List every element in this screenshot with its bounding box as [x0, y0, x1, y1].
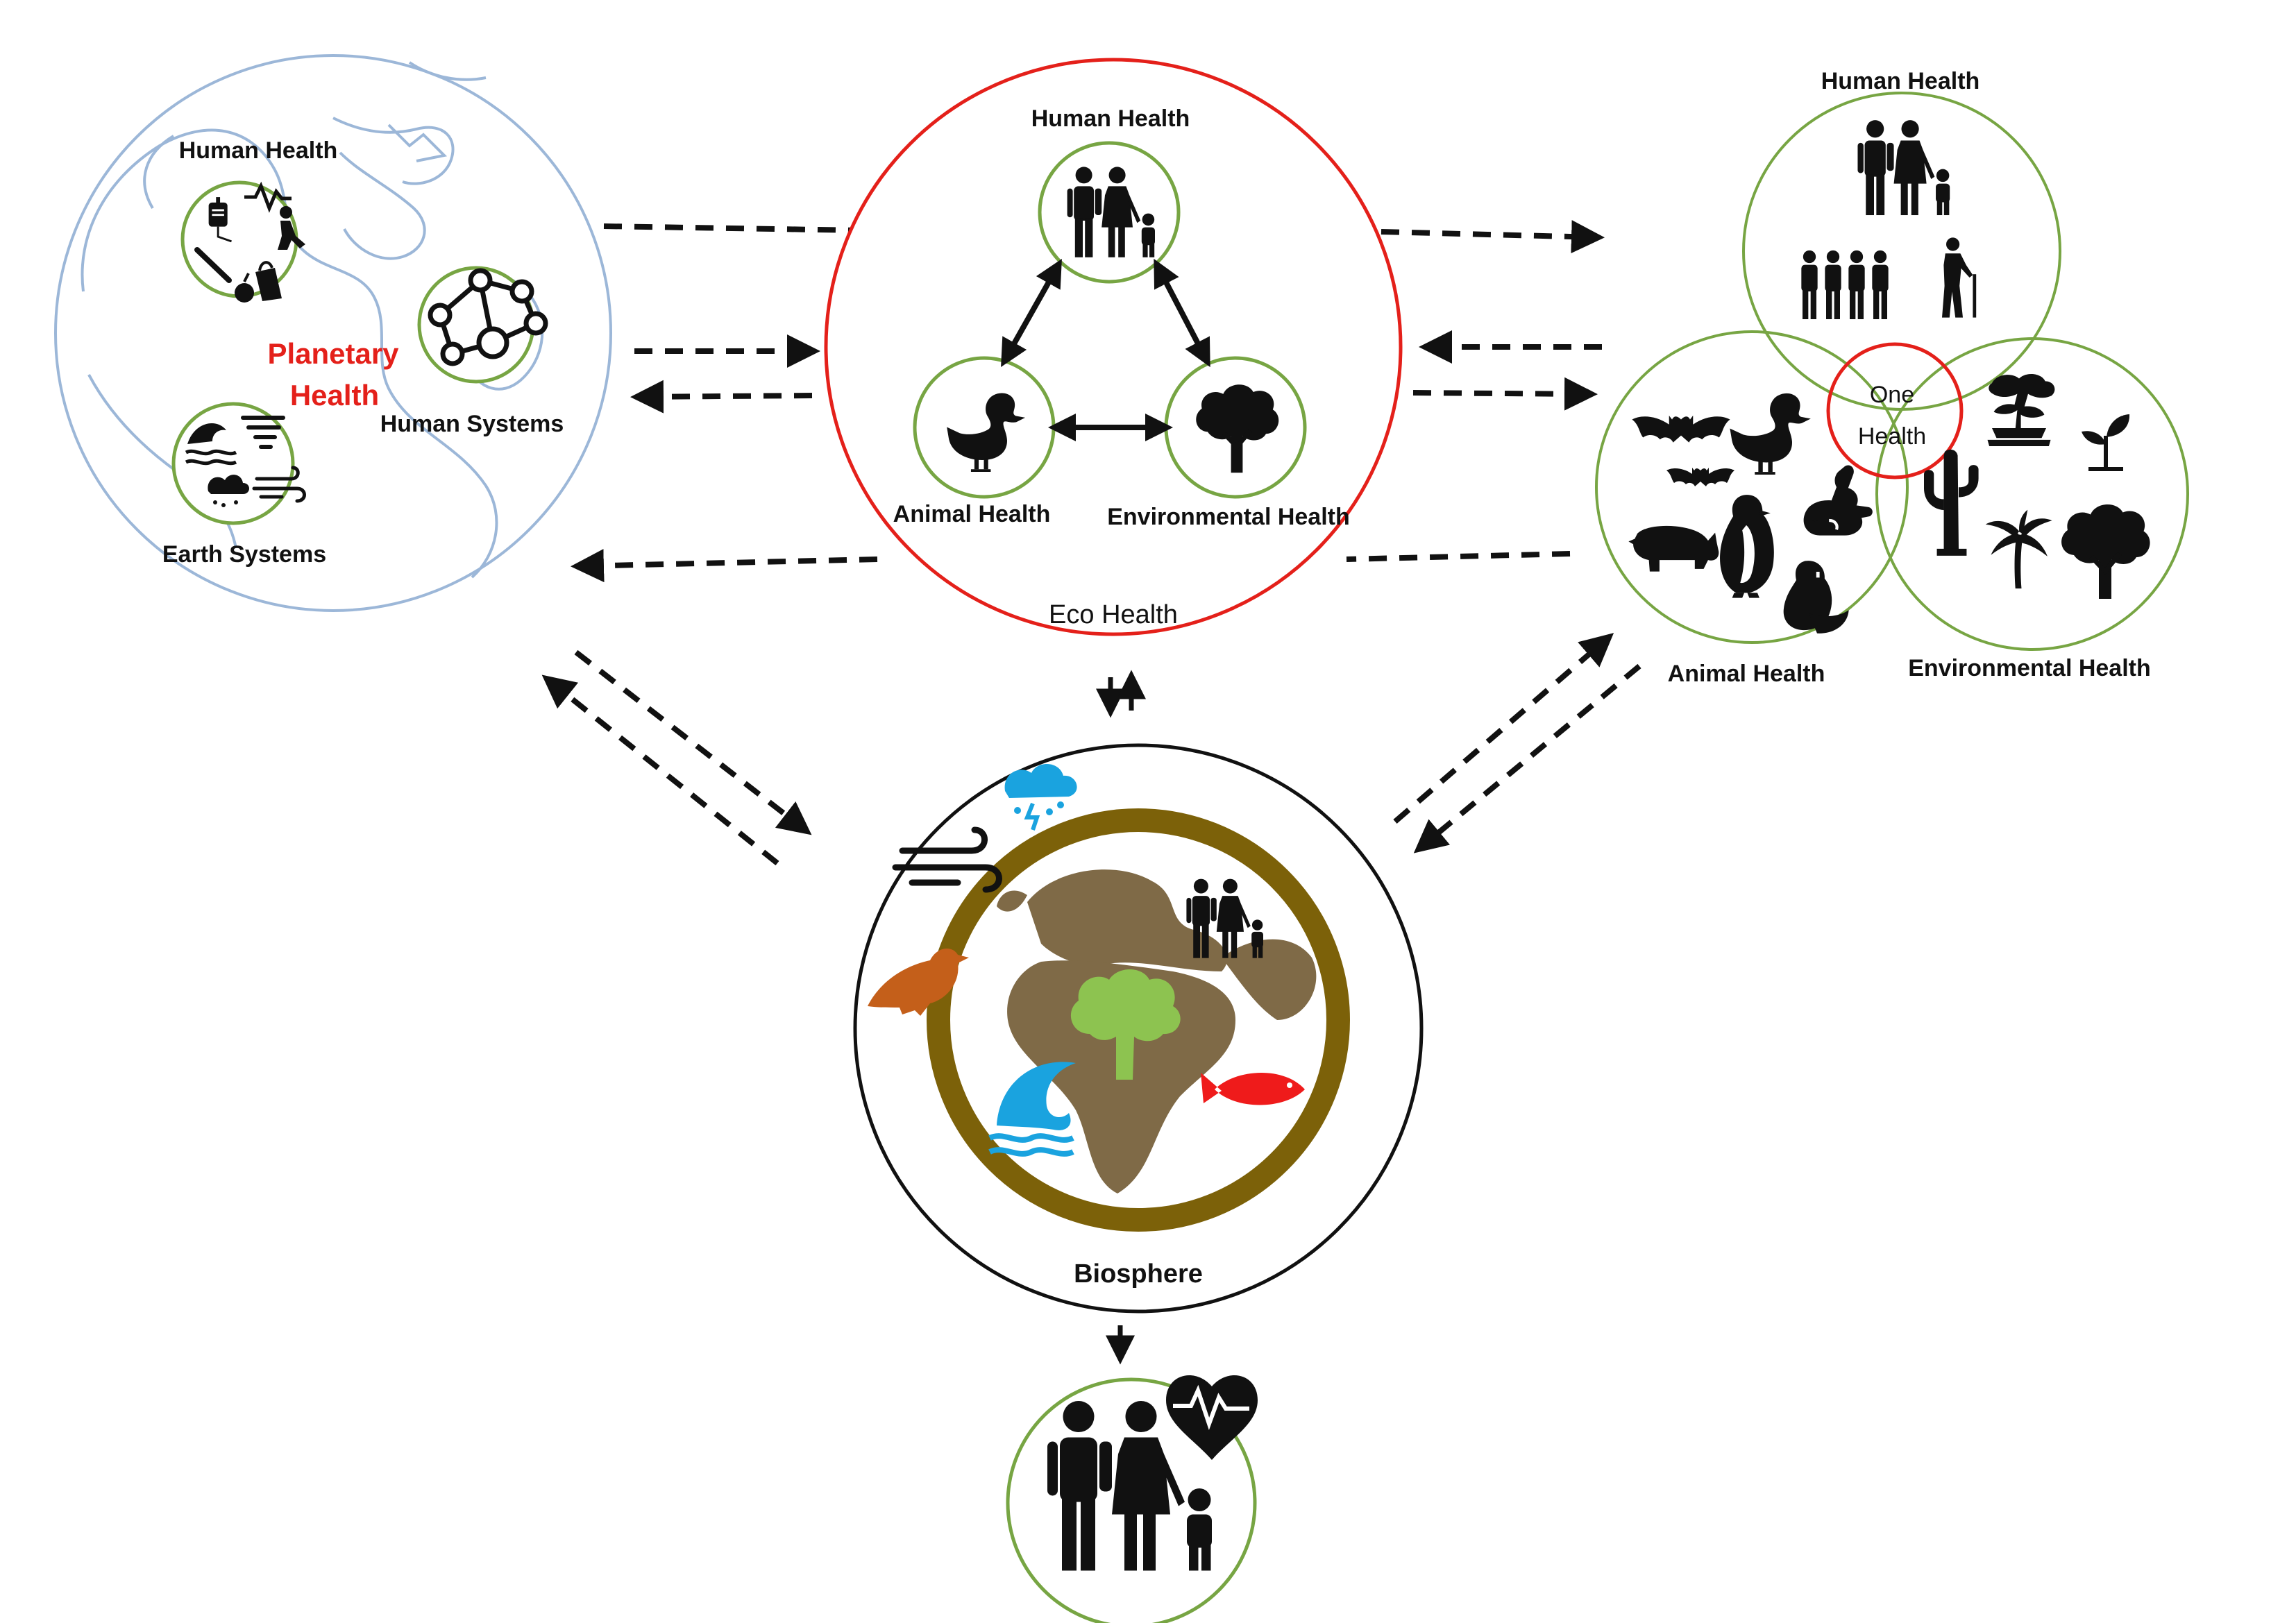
tornado-icon: [241, 416, 285, 449]
planetary-earth-systems-label: Earth Systems: [162, 541, 326, 568]
bird-icon: [868, 948, 969, 1016]
dash-eco-to-planetary-lower: [571, 549, 878, 583]
planetary-health-group: Human Health Human Systems: [54, 54, 612, 612]
toothbrush-icon: [194, 247, 232, 283]
one-environmental-health-circle: [1875, 337, 2189, 651]
planetary-health-title-line2: Health: [290, 379, 379, 411]
dash-eco-to-planetary: [630, 380, 813, 414]
eco-environmental-health-label: Environmental Health: [1107, 504, 1350, 530]
one-human-health-label: Human Health: [1821, 68, 1980, 94]
bat-icon: [1632, 415, 1730, 443]
eco-triangle-arrows: [1001, 258, 1210, 441]
dash-biosphere-to-one: [1393, 633, 1614, 824]
one-health-core-circle: [1826, 342, 1964, 479]
rain-cloud-icon: [1004, 763, 1077, 831]
fish-icon: [1201, 1072, 1305, 1105]
elderly-icon: [1942, 237, 1977, 318]
crowd-icon: [1801, 250, 1889, 319]
biosphere-title: Biosphere: [1074, 1259, 1203, 1289]
one-health-group: Human Health One Health Animal Health En…: [1595, 68, 2189, 687]
rhino-icon: [1628, 525, 1719, 572]
human-outcome-group: [1006, 1375, 1258, 1623]
one-human-health-circle: [1742, 92, 2061, 411]
dash-eco-to-one: [1381, 220, 1605, 254]
grocery-bag-icon: [255, 261, 282, 301]
dash-eco-to-one-2: [1412, 377, 1598, 411]
eco-health-group: Human Health Animal Health Environmental…: [824, 58, 1403, 636]
planetary-human-systems-label: Human Systems: [380, 411, 564, 437]
storm-wave-icon: [185, 423, 237, 466]
exercise-icon: [278, 206, 305, 250]
planetary-human-health-label: Human Health: [179, 137, 338, 164]
bat-icon-small: [1666, 468, 1734, 486]
connector-arrows: [541, 220, 1641, 866]
apple-icon: [235, 273, 254, 303]
eco-animal-health-label: Animal Health: [893, 501, 1051, 527]
duck-icon: [1730, 393, 1811, 475]
family-icon: [1857, 120, 1950, 216]
dash-one-eco-lower: [1346, 551, 1571, 562]
palm-icon: [1985, 509, 2052, 589]
penguin-icon: [1720, 495, 1774, 598]
planetary-human-health-circle: [180, 180, 298, 298]
dash-planetary-to-biosphere: [574, 649, 812, 835]
dash-planetary-eco-top: [603, 223, 861, 233]
one-animal-health-label: Animal Health: [1668, 661, 1825, 687]
tree-icon: [1070, 969, 1181, 1080]
eco-animal-health-circle: [913, 356, 1056, 499]
dash-one-to-biosphere: [1413, 663, 1641, 853]
wind-icon: [892, 826, 1002, 893]
planetary-health-title-line1: Planetary: [267, 337, 399, 370]
dash-biosphere-to-planetary: [541, 674, 779, 866]
network-icon: [428, 268, 548, 366]
wind-icon: [252, 466, 306, 503]
one-health-title-line2: Health: [1858, 423, 1926, 450]
eco-health-title: Eco Health: [1049, 600, 1178, 629]
one-animal-health-circle: [1595, 330, 1909, 644]
beaver-icon: [1783, 561, 1849, 634]
tree-icon: [2061, 504, 2150, 599]
eco-human-health-label: Human Health: [1031, 105, 1190, 132]
eco-biosphere-arrows: [1096, 670, 1146, 718]
one-health-title-line1: One: [1870, 382, 1914, 408]
biosphere-group: Biosphere: [853, 743, 1424, 1314]
rain-cloud-icon: [208, 475, 249, 507]
heartbeat-icon: [244, 181, 292, 213]
wave-icon: [988, 1062, 1076, 1157]
one-environmental-health-label: Environmental Health: [1908, 655, 2151, 681]
rabbit-icon: [1804, 465, 1873, 535]
sprout-icon: [2082, 414, 2129, 471]
heart-pulse-icon: [1166, 1375, 1258, 1460]
bonsai-icon: [1987, 373, 2055, 446]
